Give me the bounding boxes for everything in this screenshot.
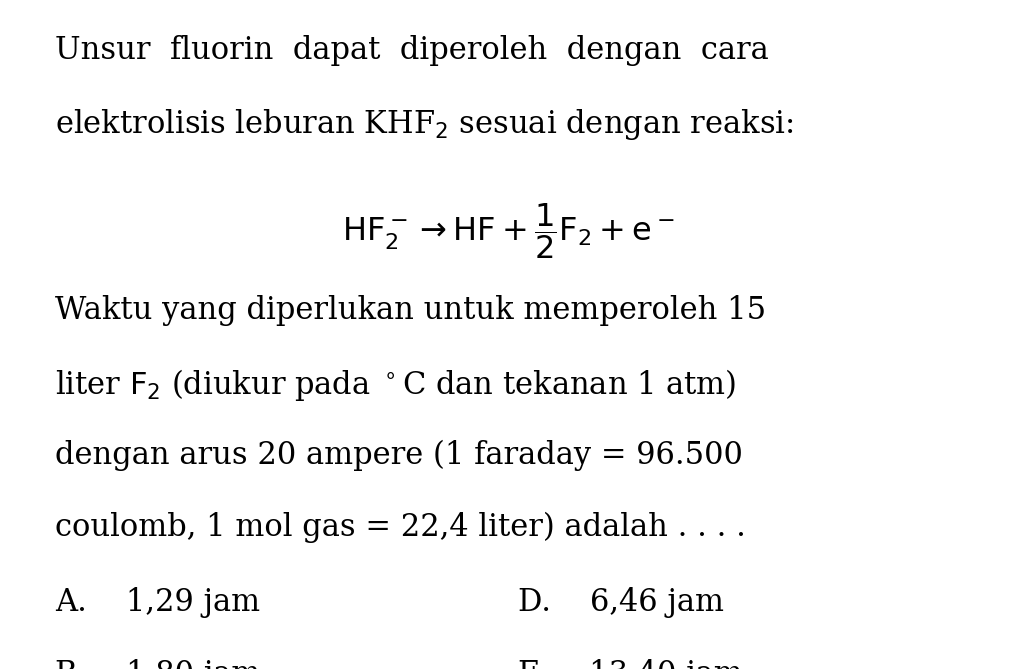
- Text: B.    1,80 jam: B. 1,80 jam: [55, 659, 260, 669]
- Text: dengan arus 20 ampere (1 faraday = 96.500: dengan arus 20 ampere (1 faraday = 96.50…: [55, 440, 743, 470]
- Text: Unsur  fluorin  dapat  diperoleh  dengan  cara: Unsur fluorin dapat diperoleh dengan car…: [55, 35, 769, 66]
- Text: elektrolisis leburan KHF$_2$ sesuai dengan reaksi:: elektrolisis leburan KHF$_2$ sesuai deng…: [55, 107, 793, 142]
- Text: E.    13,40 jam: E. 13,40 jam: [518, 659, 743, 669]
- Text: $\mathrm{HF_2^-} \rightarrow \mathrm{HF} + \dfrac{1}{2}\mathrm{F_2} + \mathrm{e^: $\mathrm{HF_2^-} \rightarrow \mathrm{HF}…: [341, 201, 675, 261]
- Text: D.    6,46 jam: D. 6,46 jam: [518, 587, 724, 618]
- Text: A.    1,29 jam: A. 1,29 jam: [55, 587, 260, 618]
- Text: liter $\mathrm{F_2}$ (diukur pada $^\circ$C dan tekanan 1 atm): liter $\mathrm{F_2}$ (diukur pada $^\cir…: [55, 367, 737, 403]
- Text: coulomb, 1 mol gas = 22,4 liter) adalah . . . .: coulomb, 1 mol gas = 22,4 liter) adalah …: [55, 511, 746, 543]
- Text: Waktu yang diperlukan untuk memperoleh 15: Waktu yang diperlukan untuk memperoleh 1…: [55, 296, 766, 326]
